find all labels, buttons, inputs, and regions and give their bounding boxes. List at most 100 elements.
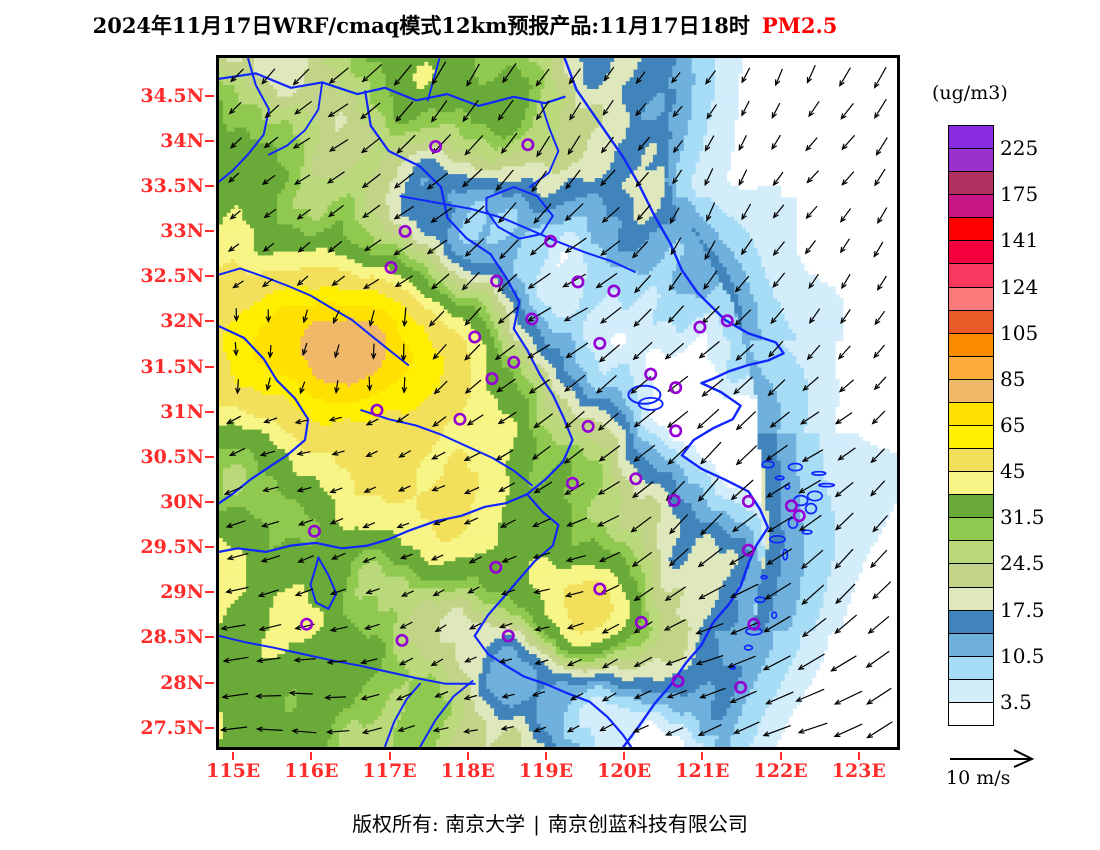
wind-arrow-shaft <box>771 102 781 118</box>
wind-arrow-head <box>697 561 705 568</box>
monitoring-station-marker[interactable] <box>741 494 755 508</box>
monitoring-station-marker[interactable] <box>300 617 314 631</box>
monitoring-station-marker[interactable] <box>571 275 585 289</box>
colorbar-swatch[interactable] <box>948 655 994 680</box>
monitoring-station-marker[interactable] <box>544 234 558 248</box>
colorbar-swatch[interactable] <box>948 263 994 288</box>
colorbar-swatch[interactable] <box>948 425 994 450</box>
monitoring-station-marker[interactable] <box>490 274 504 288</box>
colorbar-swatch[interactable] <box>948 563 994 588</box>
colorbar-swatch[interactable] <box>948 517 994 542</box>
monitoring-station-marker[interactable] <box>629 472 643 486</box>
wind-arrow-shaft <box>872 581 892 599</box>
colorbar-swatch[interactable] <box>948 125 994 150</box>
wind-arrow-head <box>806 177 813 184</box>
wind-arrow-shaft <box>808 273 819 289</box>
wind-arrow-shaft <box>500 658 513 663</box>
monitoring-station-marker[interactable] <box>565 476 579 490</box>
colorbar-swatch[interactable] <box>948 632 994 657</box>
colorbar-swatch[interactable] <box>948 286 994 311</box>
monitoring-station-marker[interactable] <box>720 314 734 328</box>
wind-scale-key: 10 m/s <box>944 745 1094 805</box>
monitoring-station-marker[interactable] <box>485 372 499 386</box>
wind-arrow-shaft <box>226 586 249 593</box>
monitoring-station-marker[interactable] <box>507 355 521 369</box>
wind-arrow-shaft <box>331 588 347 595</box>
wind-arrow-head <box>873 351 880 359</box>
wind-arrow-shaft <box>600 240 621 256</box>
wind-arrow-shaft <box>600 169 616 186</box>
colorbar-swatch[interactable] <box>948 378 994 403</box>
monitoring-station-marker[interactable] <box>671 674 685 688</box>
colorbar-swatch[interactable] <box>948 148 994 173</box>
monitoring-station-marker[interactable] <box>607 284 621 298</box>
monitoring-station-marker[interactable] <box>593 336 607 350</box>
monitoring-station-marker[interactable] <box>693 320 707 334</box>
colorbar-swatch[interactable] <box>948 309 994 334</box>
wind-arrow-head <box>334 387 340 394</box>
wind-arrow-head <box>498 216 505 224</box>
forecast-map[interactable] <box>216 55 900 750</box>
monitoring-station-marker[interactable] <box>644 367 658 381</box>
monitoring-station-marker[interactable] <box>593 582 607 596</box>
colorbar-swatch[interactable] <box>948 540 994 565</box>
wind-arrow-shaft <box>700 441 722 464</box>
colorbar-swatch[interactable] <box>948 401 994 426</box>
colorbar-swatch[interactable] <box>948 701 994 726</box>
wind-arrow-shaft <box>696 622 724 635</box>
colorbar-swatch[interactable] <box>948 448 994 473</box>
monitoring-station-marker[interactable] <box>669 424 683 438</box>
monitoring-station-marker[interactable] <box>741 543 755 557</box>
monitoring-station-marker[interactable] <box>395 633 409 647</box>
colorbar-swatch[interactable] <box>948 194 994 219</box>
colorbar-swatch[interactable] <box>948 494 994 519</box>
colorbar-swatch[interactable] <box>948 471 994 496</box>
monitoring-station-marker[interactable] <box>747 617 761 631</box>
wind-arrow-head <box>865 662 873 668</box>
monitoring-station-marker[interactable] <box>468 330 482 344</box>
monitoring-station-marker[interactable] <box>370 403 384 417</box>
wind-arrow-shaft <box>601 136 614 153</box>
colorbar-swatch[interactable] <box>948 678 994 703</box>
monitoring-station-marker[interactable] <box>667 493 681 507</box>
monitoring-station-marker[interactable] <box>734 680 748 694</box>
wind-arrow-head <box>672 177 679 185</box>
monitoring-station-marker[interactable] <box>489 560 503 574</box>
wind-arrow-head <box>730 629 737 635</box>
colorbar-swatch[interactable] <box>948 355 994 380</box>
colorbar-swatch[interactable] <box>948 171 994 196</box>
monitoring-station-marker[interactable] <box>307 524 321 538</box>
monitoring-station-marker[interactable] <box>521 138 535 152</box>
wind-arrow-shaft <box>874 310 886 325</box>
boundaries-layer <box>219 58 836 747</box>
colorbar[interactable] <box>948 125 994 726</box>
monitoring-station-marker[interactable] <box>453 412 467 426</box>
latitude-tick-mark <box>205 500 214 503</box>
wind-arrow-shaft <box>599 445 621 462</box>
monitoring-station-marker[interactable] <box>525 312 539 326</box>
colorbar-swatch[interactable] <box>948 217 994 242</box>
colorbar-tick-label: 225 <box>1000 136 1039 161</box>
wind-arrow-head <box>259 451 267 457</box>
wind-arrow-shaft <box>569 102 582 120</box>
monitoring-station-marker[interactable] <box>792 509 806 523</box>
monitoring-station-marker[interactable] <box>784 499 798 513</box>
monitoring-station-marker[interactable] <box>384 261 398 275</box>
monitoring-station-marker[interactable] <box>501 629 515 643</box>
colorbar-swatch[interactable] <box>948 586 994 611</box>
longitude-tick-mark <box>466 752 469 760</box>
monitoring-station-marker[interactable] <box>398 224 412 238</box>
wind-arrow-head <box>464 387 472 394</box>
monitoring-station-marker[interactable] <box>429 140 443 154</box>
wind-arrow-head <box>804 247 811 255</box>
colorbar-swatch[interactable] <box>948 609 994 634</box>
wind-arrow-shaft <box>763 725 791 737</box>
wind-arrow-head <box>257 591 265 598</box>
latitude-tick-label: 32N <box>160 310 204 333</box>
monitoring-station-marker[interactable] <box>581 419 595 433</box>
monitoring-station-marker[interactable] <box>669 381 683 395</box>
monitoring-station-marker[interactable] <box>634 615 648 629</box>
colorbar-swatch[interactable] <box>948 240 994 265</box>
wind-arrow-shaft <box>698 547 723 567</box>
colorbar-swatch[interactable] <box>948 332 994 357</box>
